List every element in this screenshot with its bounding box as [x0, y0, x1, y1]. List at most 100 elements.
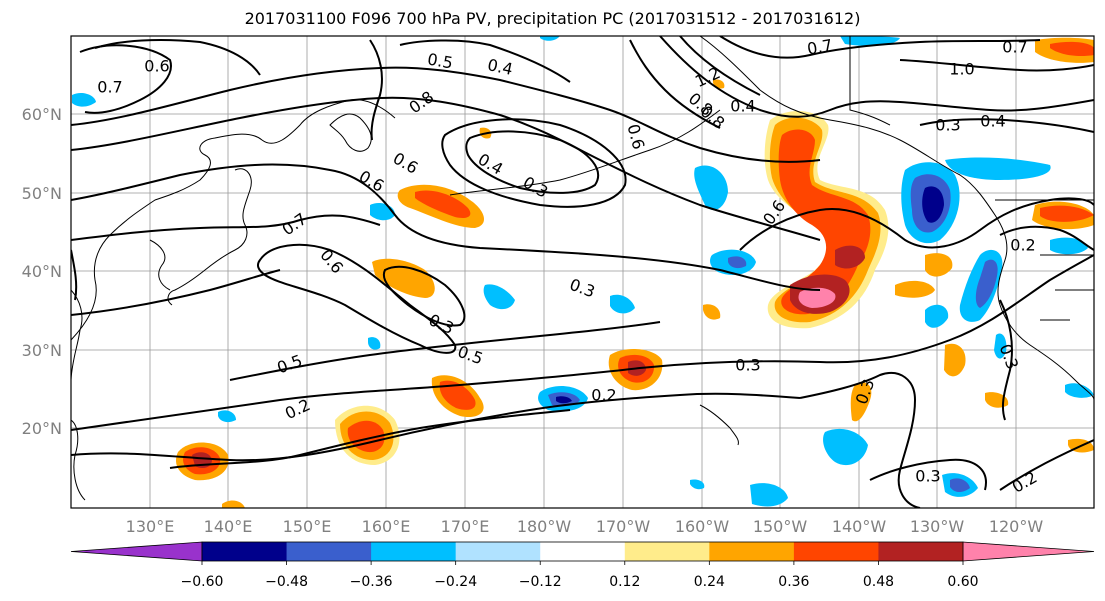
coastline: [71, 99, 396, 341]
pv-contour-label: 0.6: [144, 57, 169, 76]
precip-blob: [1050, 41, 1094, 57]
pv-contour: [999, 299, 1013, 421]
lon-tick-label: 130°W: [910, 517, 965, 536]
lat-tick-label: 60°N: [22, 105, 62, 124]
pv-contour: [71, 392, 801, 462]
colorbar-segment: [455, 542, 541, 561]
pv-contour-label: 0.2: [1010, 236, 1035, 255]
coastline-north-america: [699, 36, 1094, 401]
pv-contour: [679, 36, 761, 96]
colorbar-outline: [201, 541, 964, 562]
map-background: [71, 36, 1094, 508]
colorbar-segment: [878, 542, 964, 561]
pv-contour: [229, 321, 661, 381]
latitude-labels: 20°N 30°N 40°N 50°N 60°N: [22, 105, 62, 438]
precip-blob: [823, 428, 868, 466]
precip-blob: [994, 333, 1007, 359]
precip-blob: [610, 294, 635, 314]
pv-contour-closed: [441, 118, 627, 208]
pv-contour-label: 0.7: [806, 35, 834, 58]
precip-blob: [703, 304, 721, 320]
lon-tick-label: 180°W: [517, 517, 572, 536]
coastline-china: [71, 289, 83, 381]
lat-tick-label: 30°N: [22, 341, 62, 360]
precip-blob: [922, 186, 944, 223]
pv-contour: [71, 214, 381, 241]
precip-blob: [1065, 383, 1094, 398]
precip-blob: [368, 337, 381, 350]
pv-contour: [399, 39, 571, 83]
longitude-labels: 130°E 140°E 150°E 160°E 170°E 180°W 170°W 160°W…: [126, 517, 1044, 536]
coastline-japan: [167, 168, 252, 306]
colorbar-tick-label: 0.48: [863, 574, 894, 590]
lon-tick-label: 140°W: [832, 517, 887, 536]
colorbar-tick-label: 0.12: [609, 574, 640, 590]
pv-contour: [869, 458, 987, 491]
precip-blob: [925, 253, 953, 277]
colorbar-segment: [793, 542, 879, 561]
colorbar-tick-label: 0.60: [947, 574, 978, 590]
pv-contour-closed: [382, 265, 466, 327]
colorbar-tick-labels: −0.60 −0.48 −0.36 −0.24 −0.12 0.12 0.24 0.36 0.4…: [181, 561, 979, 590]
colorbar-segment: [709, 542, 795, 561]
lon-tick-label: 170°E: [441, 517, 490, 536]
precip-blob: [218, 410, 236, 423]
lon-tick-label: 150°W: [753, 517, 808, 536]
pv-contour: [369, 39, 383, 141]
colorbar-segment: [540, 542, 626, 561]
map-frame: [70, 35, 1095, 509]
precip-blob: [798, 287, 836, 308]
precip-blob: [72, 92, 96, 107]
pv-contour-label: 0.4: [980, 112, 1005, 131]
pv-contour-label: 0.7: [97, 78, 122, 97]
colorbar-segment: [202, 542, 288, 561]
pv-contour: [899, 59, 1094, 72]
pv-contour-label: 1.0: [949, 60, 974, 79]
coastlines: [71, 36, 1094, 501]
precip-blob: [415, 190, 471, 218]
pv-contour: [659, 36, 1094, 118]
pv-contour-label: 0.3: [935, 116, 960, 135]
lat-tick-label: 50°N: [22, 184, 62, 203]
pv-contour: [71, 66, 821, 163]
colorbar-segment: [624, 542, 710, 561]
coastline-kamchatka: [329, 113, 372, 152]
precip-blob: [944, 343, 966, 377]
pv-contour: [79, 44, 172, 114]
coastline-hawaii: [699, 404, 739, 446]
colorbar-tick-label: −0.36: [350, 574, 393, 590]
pv-contour: [919, 118, 1094, 133]
pv-contour: [999, 439, 1094, 491]
pv-contour: [799, 372, 921, 508]
precip-blob: [694, 165, 728, 211]
border-alaska: [849, 36, 891, 126]
colorbar: [70, 541, 1095, 562]
colorbar-extend-max: [962, 541, 1095, 562]
precip-blob: [945, 157, 1051, 180]
precip-blob: [439, 380, 476, 410]
lon-tick-label: 130°E: [126, 517, 175, 536]
pv-contour-label: 0.4: [730, 97, 755, 116]
colorbar-extend-min: [70, 541, 203, 562]
precip-blob: [347, 420, 385, 453]
colorbar-tick-label: −0.12: [519, 574, 562, 590]
precip-blob: [950, 478, 970, 493]
pv-contour-label: 0.3: [915, 467, 940, 486]
precip-blob: [975, 259, 998, 308]
lon-tick-label: 150°E: [283, 517, 332, 536]
coastline-korea: [149, 239, 171, 291]
precip-blob: [750, 483, 788, 507]
pv-contour-label: 0.4: [486, 55, 515, 79]
precip-blob: [483, 284, 515, 310]
precip-blob: [925, 304, 949, 328]
precip-blob: [690, 479, 705, 490]
pv-contour: [169, 409, 571, 469]
pv-contour-label: 0.7: [1002, 38, 1027, 57]
lon-tick-label: 140°E: [204, 517, 253, 536]
colorbar-tick-label: −0.60: [181, 574, 224, 590]
lon-tick-label: 170°W: [596, 517, 651, 536]
pv-contour-closed: [256, 243, 457, 354]
precip-blob: [895, 280, 935, 298]
colorbar-segment: [286, 542, 372, 561]
precip-blob: [540, 36, 560, 41]
